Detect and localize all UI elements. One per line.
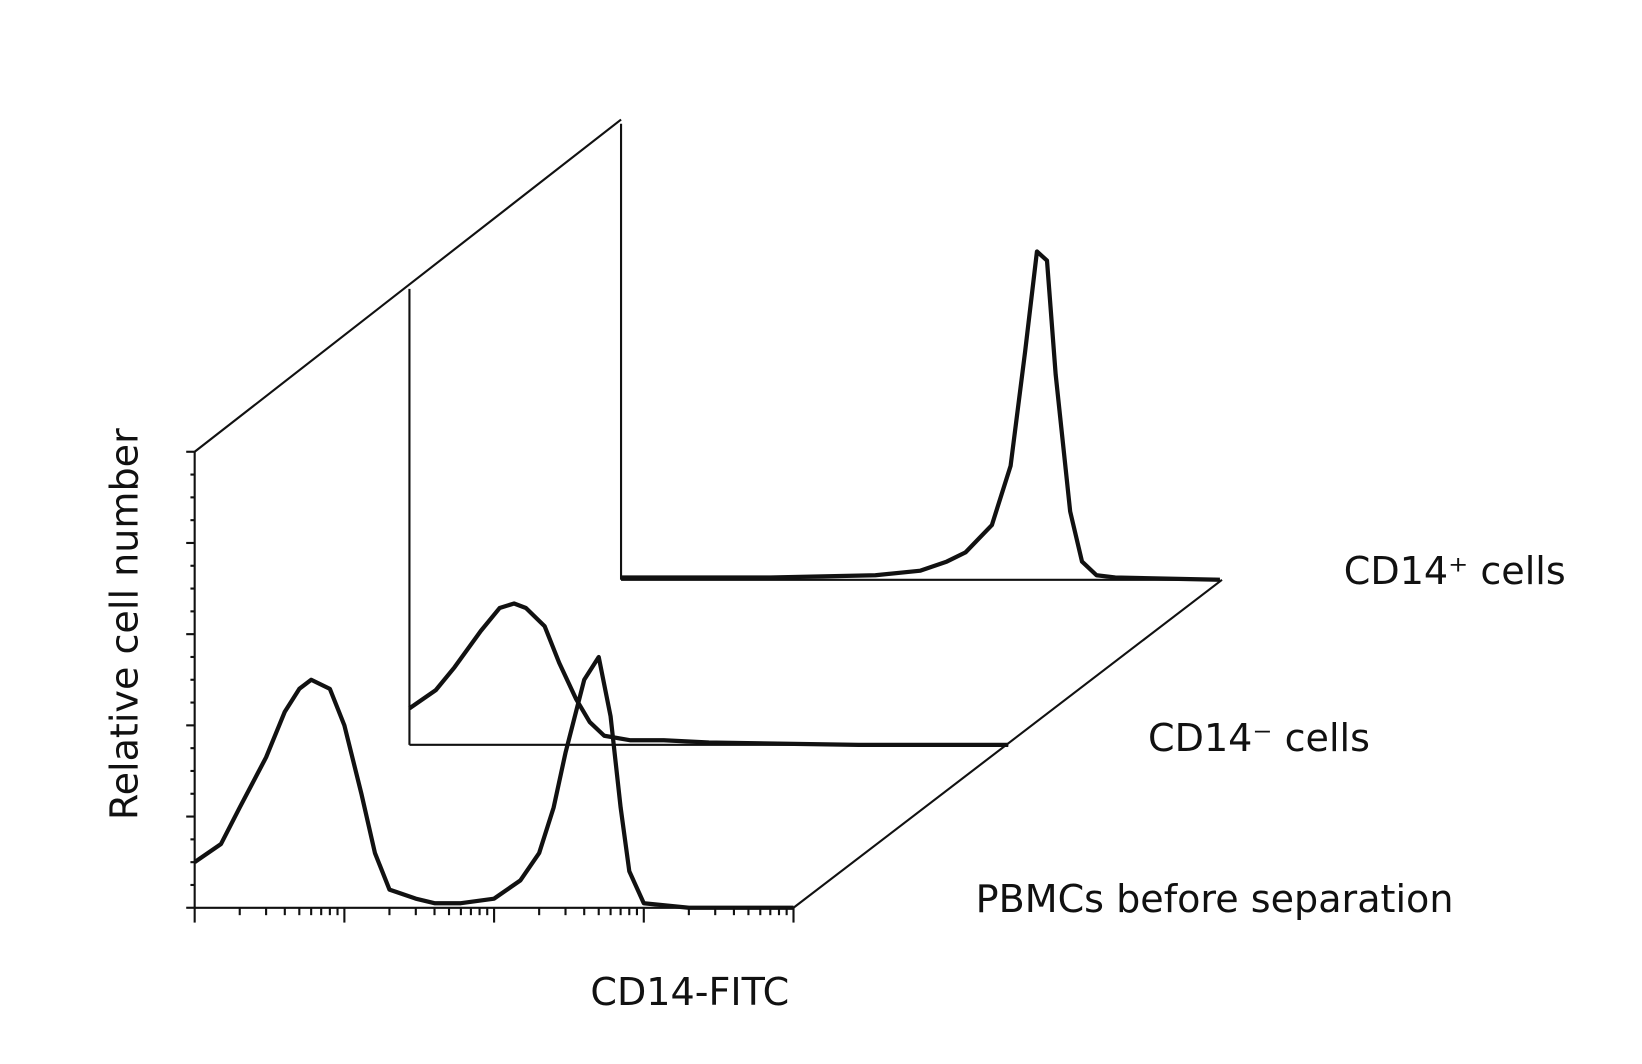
histogram-line: [193, 654, 794, 910]
histogram-line: [408, 601, 1009, 747]
perspective-edge: [194, 118, 622, 453]
plot-area: Relative cell number CD14-FITC PBMCs bef…: [102, 118, 1566, 1014]
y-axis-label: Relative cell number: [102, 428, 146, 820]
histogram-line: [621, 249, 1220, 582]
series-label: CD14⁻ cells: [1148, 716, 1370, 760]
x-axis-label: CD14-FITC: [590, 970, 789, 1014]
series-label: PBMCs before separation: [976, 877, 1454, 921]
series-label: CD14⁺ cells: [1344, 549, 1566, 593]
